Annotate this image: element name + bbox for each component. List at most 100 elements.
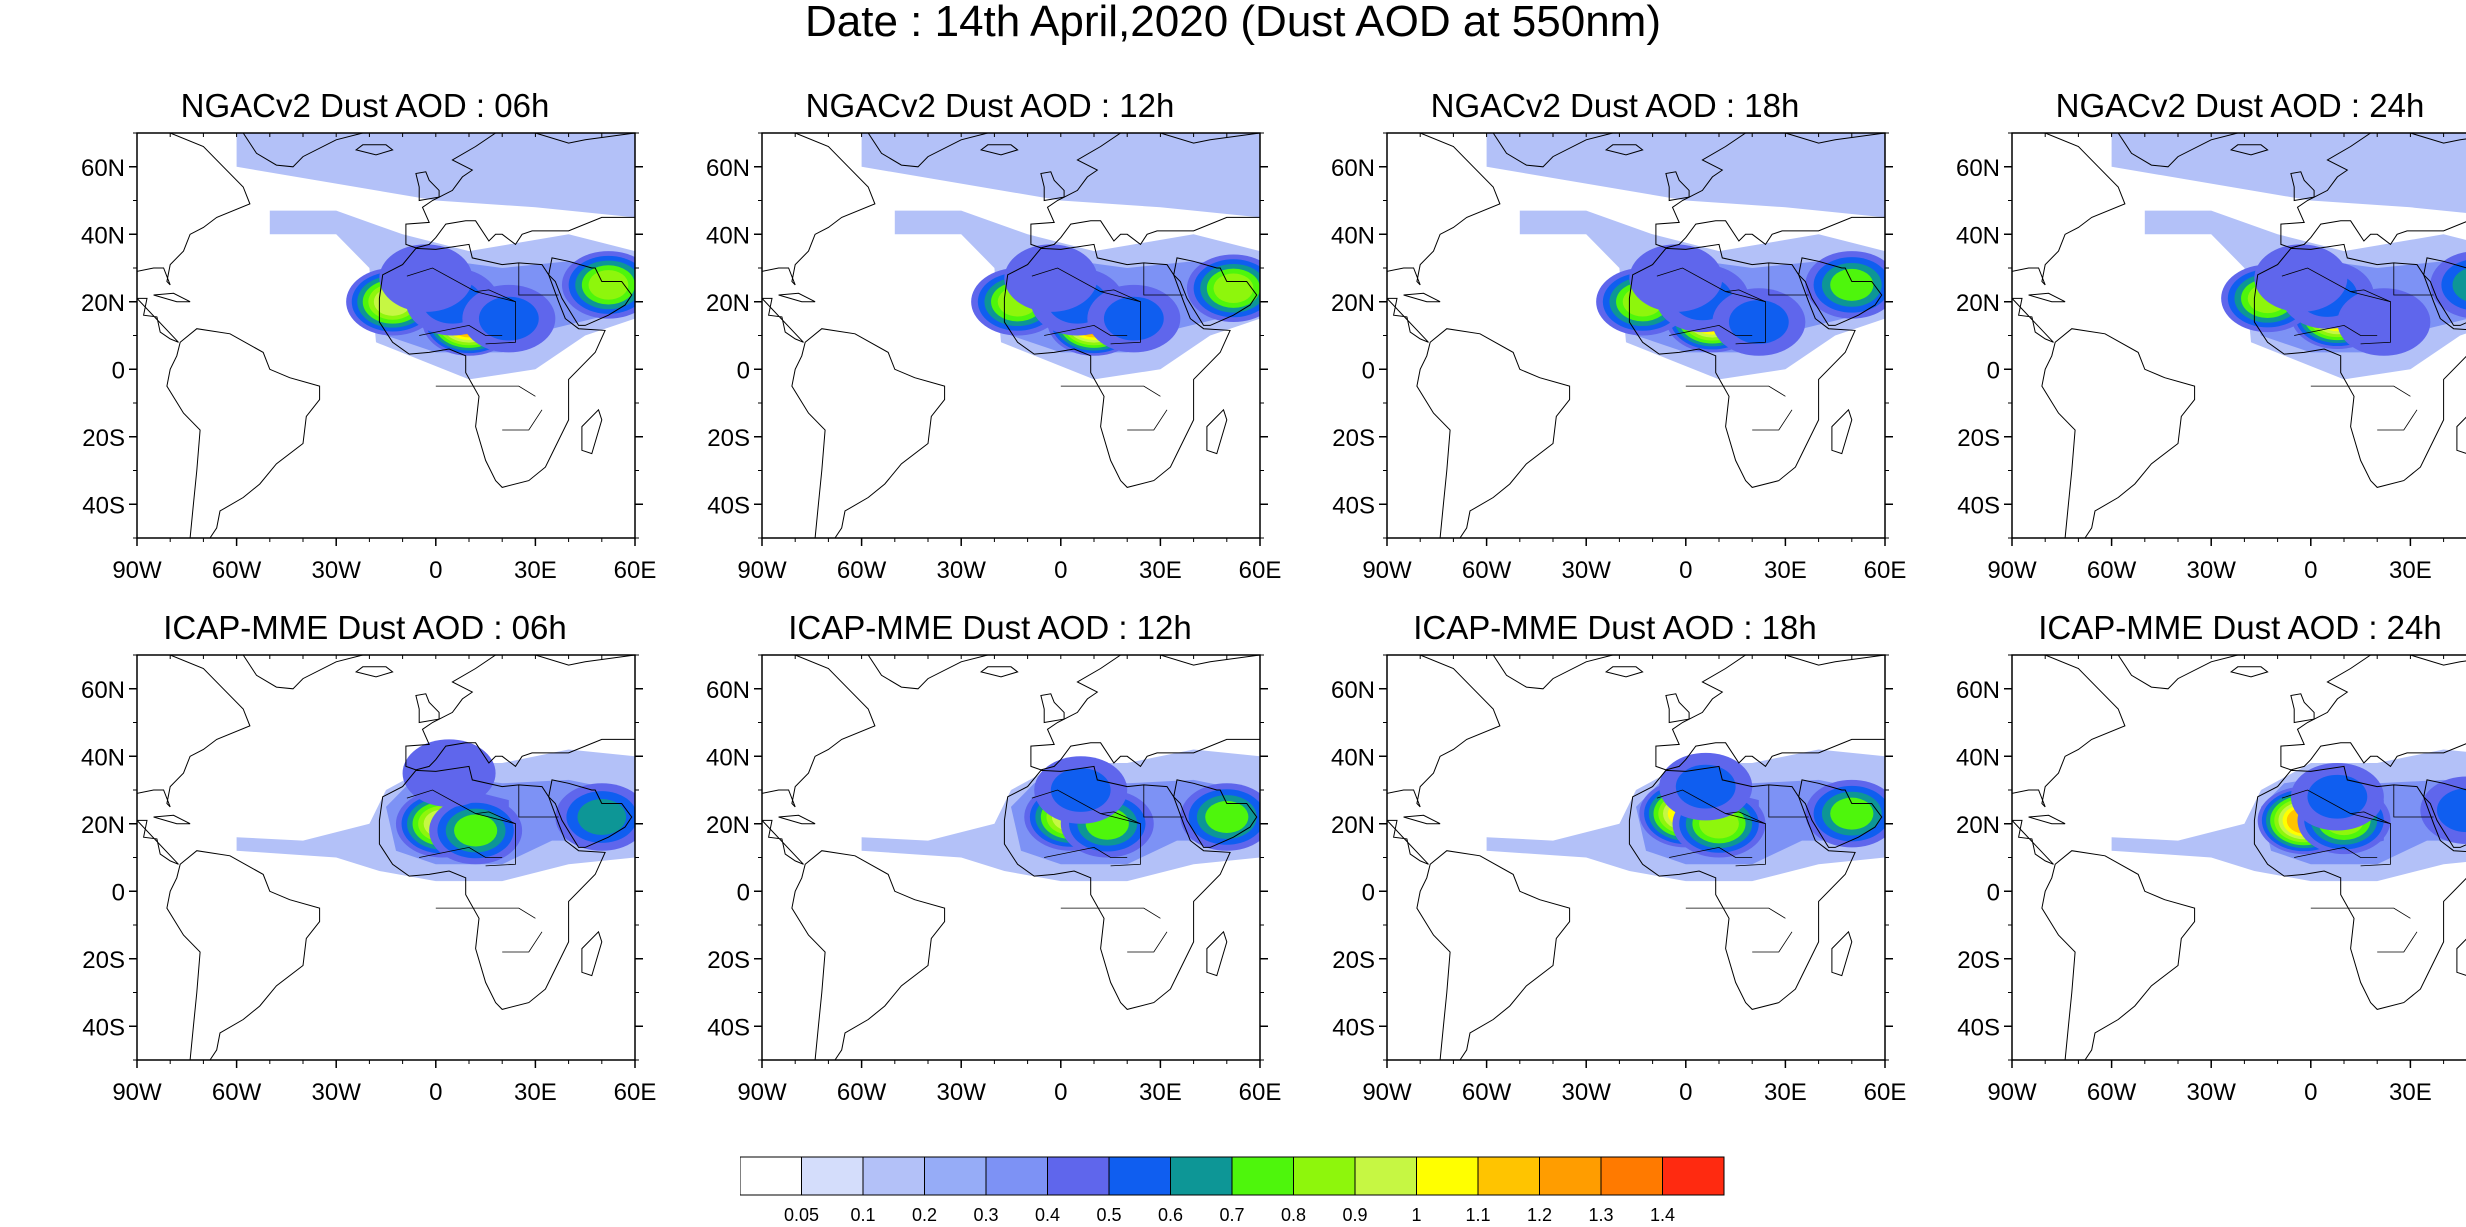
lat-tick-label: 0 — [1362, 357, 1375, 384]
colorbar-swatch — [1478, 1157, 1540, 1195]
lat-tick-label: 60N — [1956, 677, 2000, 704]
aod-hotspot-contour — [578, 799, 627, 835]
lat-tick-label: 40S — [1957, 1014, 2000, 1041]
colorbar-swatch — [1540, 1157, 1602, 1195]
colorbar-label: 1.3 — [1588, 1205, 1613, 1222]
lat-tick-label: 60N — [81, 677, 125, 704]
colorbar-label: 1.4 — [1650, 1205, 1675, 1222]
colorbar-swatch — [1601, 1157, 1663, 1195]
lat-tick-label: 40S — [82, 492, 125, 519]
aod-hotspot-contour — [1051, 768, 1111, 812]
lat-tick-label: 20N — [81, 290, 125, 317]
lon-tick-label: 30E — [514, 557, 557, 584]
lon-tick-label: 60W — [2087, 1079, 2137, 1106]
panel-title: NGACv2 Dust AOD : 24h — [1940, 88, 2466, 124]
lat-tick-label: 40N — [81, 744, 125, 771]
panel-title: ICAP-MME Dust AOD : 24h — [1940, 610, 2466, 646]
lon-tick-label: 0 — [1679, 557, 1692, 584]
lat-tick-label: 20S — [1957, 947, 2000, 974]
colorbar-label: 0.5 — [1096, 1205, 1121, 1222]
colorbar-label: 0.4 — [1035, 1205, 1060, 1222]
panel-title: NGACv2 Dust AOD : 18h — [1315, 88, 1915, 124]
aod-hotspot-contour — [1205, 801, 1248, 833]
colorbar-label: 0.05 — [784, 1205, 819, 1222]
lon-tick-label: 90W — [737, 1079, 787, 1106]
dust-field — [2012, 655, 2466, 1060]
lat-tick-label: 60N — [1331, 155, 1375, 182]
lon-tick-label: 90W — [1987, 1079, 2037, 1106]
lat-tick-label: 0 — [1987, 879, 2000, 906]
lat-tick-label: 20S — [1332, 425, 1375, 452]
colorbar-label: 0.2 — [912, 1205, 937, 1222]
lon-tick-label: 30W — [1562, 1079, 1612, 1106]
aod-hotspot-contour — [1214, 273, 1254, 303]
lon-tick-label: 30W — [312, 557, 362, 584]
lon-tick-label: 30W — [2187, 1079, 2237, 1106]
lat-tick-label: 20S — [1332, 947, 1375, 974]
dust-field — [137, 133, 655, 538]
lat-tick-label: 40S — [707, 1014, 750, 1041]
lat-tick-label: 40S — [707, 492, 750, 519]
figure-title: Date : 14th April,2020 (Dust AOD at 550n… — [0, 0, 2466, 44]
aod-hotspot-contour — [589, 270, 629, 300]
colorbar-swatch — [1232, 1157, 1294, 1195]
lon-tick-label: 0 — [1054, 1079, 1067, 1106]
colorbar-swatch — [1663, 1157, 1725, 1195]
dust-field — [762, 655, 1273, 1060]
lat-tick-label: 20N — [706, 812, 750, 839]
lon-tick-label: 60W — [837, 1079, 887, 1106]
lon-tick-label: 90W — [1362, 1079, 1412, 1106]
lat-tick-label: 60N — [706, 155, 750, 182]
colorbar-swatch — [1294, 1157, 1356, 1195]
lat-tick-label: 40S — [1957, 492, 2000, 519]
colorbar-swatch — [925, 1157, 987, 1195]
lon-tick-label: 30E — [514, 1079, 557, 1106]
lon-tick-label: 90W — [112, 1079, 162, 1106]
lon-tick-label: 60W — [2087, 557, 2137, 584]
lat-tick-label: 20N — [1956, 812, 2000, 839]
lat-tick-label: 60N — [1331, 677, 1375, 704]
colorbar-label: 1.1 — [1465, 1205, 1490, 1222]
lon-tick-label: 0 — [429, 557, 442, 584]
lat-tick-label: 0 — [112, 879, 125, 906]
panel-title: NGACv2 Dust AOD : 06h — [65, 88, 665, 124]
colorbar-label: 0.9 — [1342, 1205, 1367, 1222]
lon-tick-label: 60E — [1239, 557, 1282, 584]
lon-tick-label: 90W — [737, 557, 787, 584]
lat-tick-label: 60N — [81, 155, 125, 182]
lon-tick-label: 30W — [937, 557, 987, 584]
colorbar-label: 0.8 — [1281, 1205, 1306, 1222]
lat-tick-label: 40N — [706, 222, 750, 249]
lat-tick-label: 0 — [112, 357, 125, 384]
lon-tick-label: 60W — [212, 1079, 262, 1106]
lon-tick-label: 0 — [2304, 557, 2317, 584]
colorbar-swatch — [740, 1157, 802, 1195]
colorbar-label: 1 — [1411, 1205, 1421, 1222]
lon-tick-label: 30E — [1764, 1079, 1807, 1106]
aod-hotspot-contour — [2254, 244, 2347, 312]
lon-tick-label: 30E — [1139, 1079, 1182, 1106]
colorbar-swatch — [1171, 1157, 1233, 1195]
colorbar-label: 0.3 — [973, 1205, 998, 1222]
lon-tick-label: 30E — [2389, 557, 2432, 584]
colorbar-label: 0.7 — [1219, 1205, 1244, 1222]
map-panel-ngacv2-24h: NGACv2 Dust AOD : 24h 90W60W30W030E60E60… — [1940, 88, 2466, 653]
lat-tick-label: 40S — [82, 1014, 125, 1041]
lon-tick-label: 0 — [1054, 557, 1067, 584]
lat-tick-label: 40N — [1956, 222, 2000, 249]
lat-tick-label: 0 — [737, 357, 750, 384]
dust-field — [2012, 133, 2466, 538]
lat-tick-label: 20S — [82, 947, 125, 974]
